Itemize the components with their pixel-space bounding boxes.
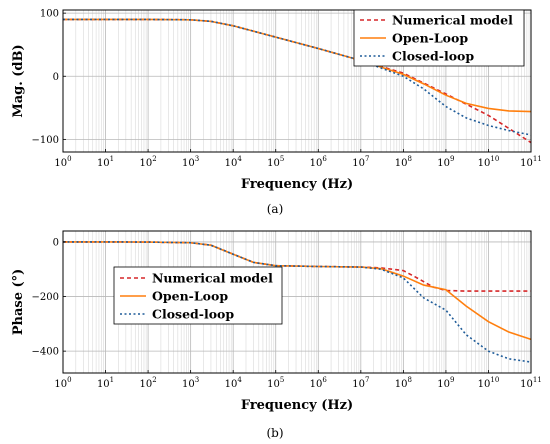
x-tick-label: 103 xyxy=(182,155,199,169)
x-tick-label: 101 xyxy=(97,155,114,169)
panel-phase: 100 101 102 103 104 105 106 107 108 109 1010 1011 0 −… xyxy=(11,230,542,440)
x-tick-label: 106 xyxy=(310,155,328,169)
series-line-3 xyxy=(63,241,532,363)
panel-magnitude: 100 101 102 103 104 105 106 107 108 109 1010 1011 10… xyxy=(11,9,542,216)
legend-label-3: Closed-loop xyxy=(392,49,474,64)
plot-frame-magnitude xyxy=(62,9,532,153)
ticks-phase: 100 101 102 103 104 105 106 107 108 109 1010 1011 0 −… xyxy=(32,237,542,390)
legend-label-1: Numerical model xyxy=(152,271,273,286)
x-axis-label-magnitude: Frequency (Hz) xyxy=(241,177,353,192)
caption-b: (b) xyxy=(266,426,283,440)
legend-label-3: Closed-loop xyxy=(152,307,234,322)
legend-label-2: Open-Loop xyxy=(392,31,468,46)
series-layer-phase xyxy=(63,241,532,363)
y-axis-label-phase: Phase (°) xyxy=(11,269,26,336)
x-tick-label: 107 xyxy=(352,376,369,390)
x-tick-label: 1010 xyxy=(478,376,500,390)
y-tick-label: −400 xyxy=(32,347,59,358)
x-tick-label: 108 xyxy=(395,376,412,390)
x-tick-label: 109 xyxy=(437,155,454,169)
x-tick-label: 102 xyxy=(139,155,156,169)
x-tick-label: 104 xyxy=(225,155,243,169)
x-tick-label: 102 xyxy=(139,376,156,390)
x-tick-label: 1011 xyxy=(520,155,542,169)
x-axis-label-phase: Frequency (Hz) xyxy=(241,398,353,413)
legend-magnitude: Numerical model Open-Loop Closed-loop xyxy=(353,9,525,67)
x-tick-label: 105 xyxy=(267,376,284,390)
y-axis-label-magnitude: Mag. (dB) xyxy=(11,44,26,117)
x-tick-label: 101 xyxy=(97,376,114,390)
x-tick-label: 106 xyxy=(310,376,328,390)
y-tick-label: −100 xyxy=(32,135,59,146)
x-tick-label: 100 xyxy=(54,155,71,169)
legend-phase: Numerical model Open-Loop Closed-loop xyxy=(113,266,283,325)
y-tick-label: −200 xyxy=(32,292,59,303)
x-tick-label: 107 xyxy=(352,155,369,169)
y-tick-label: 0 xyxy=(53,237,59,248)
y-tick-label: 0 xyxy=(53,72,59,83)
x-tick-label: 104 xyxy=(225,376,243,390)
x-tick-label: 103 xyxy=(182,376,199,390)
x-tick-label: 1010 xyxy=(478,155,500,169)
grid-magnitude xyxy=(62,10,532,152)
legend-label-2: Open-Loop xyxy=(152,289,228,304)
x-tick-label: 109 xyxy=(437,376,454,390)
x-tick-label: 105 xyxy=(267,155,284,169)
ticks-magnitude: 100 101 102 103 104 105 106 107 108 109 1010 1011 10… xyxy=(32,9,542,169)
plot-frame-phase xyxy=(62,230,532,374)
x-tick-label: 1011 xyxy=(520,376,542,390)
legend-label-1: Numerical model xyxy=(392,13,513,28)
series-line-3 xyxy=(63,18,532,136)
y-tick-label: 100 xyxy=(40,9,59,20)
series-layer-magnitude xyxy=(63,18,532,144)
x-tick-label: 100 xyxy=(54,376,71,390)
x-tick-label: 108 xyxy=(395,155,412,169)
caption-a: (a) xyxy=(267,202,284,216)
